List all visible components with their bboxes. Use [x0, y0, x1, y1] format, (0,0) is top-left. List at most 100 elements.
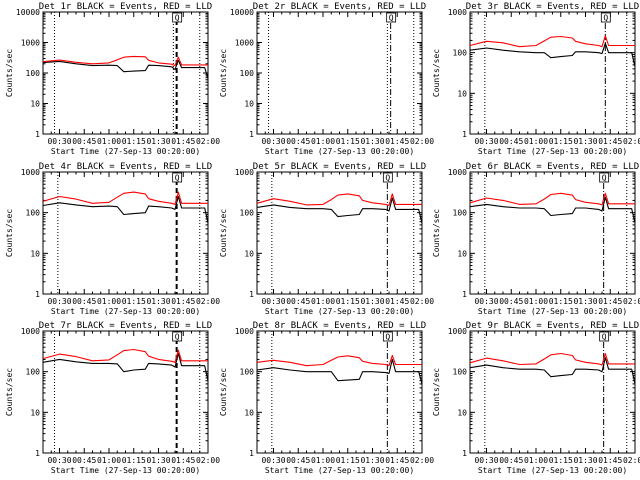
y-tick-label: 100 — [26, 368, 41, 377]
x-tick-label: 01:00 — [311, 456, 335, 465]
x-tick-label: 01:30 — [360, 297, 384, 306]
x-tick-label: 02:00 — [410, 297, 434, 306]
y-tick-label: 10 — [244, 249, 254, 258]
x-axis-label: Start Time (27-Sep-13 00:20:00) — [478, 466, 627, 475]
plot-frame — [256, 330, 423, 454]
lld-series-line — [469, 352, 635, 366]
y-tick-label: 1 — [249, 290, 254, 299]
x-tick-label: 01:30 — [360, 137, 384, 146]
x-tick-label: 01:30 — [573, 297, 597, 306]
x-tick-label: 01:30 — [146, 297, 170, 306]
x-tick-label: 01:15 — [122, 137, 146, 146]
y-tick-label: 100 — [26, 69, 41, 78]
y-tick-label: 1000 — [235, 327, 254, 336]
x-tick-label: 00:30 — [474, 137, 498, 146]
x-tick-label: 02:00 — [196, 456, 220, 465]
x-tick-label: 01:45 — [171, 137, 195, 146]
y-axis-label: Counts/sec — [432, 49, 441, 97]
x-tick-label: 01:15 — [122, 456, 146, 465]
y-tick-label: 100 — [26, 209, 41, 218]
x-tick-label: 00:45 — [72, 137, 96, 146]
x-tick-label: 00:45 — [72, 297, 96, 306]
annotation-label: Q — [175, 14, 180, 23]
y-axis-label: Counts/sec — [5, 368, 14, 416]
x-tick-label: 01:45 — [598, 297, 622, 306]
x-tick-label: 01:45 — [171, 297, 195, 306]
x-tick-label: 01:00 — [524, 297, 548, 306]
x-tick-label: 01:45 — [385, 456, 409, 465]
panel-title: Det 2r BLACK = Events, RED = LLD — [253, 2, 426, 12]
x-axis-label: Start Time (27-Sep-13 00:20:00) — [265, 147, 414, 156]
detector-panel-6: Det 6r BLACK = Events, RED = LLD 1 10 100 10… — [432, 162, 640, 316]
x-tick-label: 02:00 — [410, 456, 434, 465]
x-tick-label: 02:00 — [623, 137, 640, 146]
y-tick-label: 1000 — [21, 168, 40, 177]
x-tick-label: 01:15 — [336, 456, 360, 465]
x-axis-label: Start Time (27-Sep-13 00:20:00) — [265, 307, 414, 316]
annotation-box — [172, 12, 183, 23]
x-tick-label: 00:30 — [474, 456, 498, 465]
y-axis-label: Counts/sec — [432, 209, 441, 257]
x-tick-label: 01:15 — [122, 297, 146, 306]
x-tick-label: 01:30 — [146, 137, 170, 146]
annotation-box — [382, 331, 393, 342]
lld-series-line — [469, 192, 635, 206]
y-tick-label: 1 — [249, 130, 254, 139]
x-tick-label: 01:15 — [549, 137, 573, 146]
x-tick-label: 00:45 — [286, 137, 310, 146]
annotation-label: Q — [389, 14, 394, 23]
annotation-box — [382, 172, 393, 183]
x-tick-label: 00:30 — [261, 297, 285, 306]
y-tick-label: 10 — [30, 408, 40, 417]
detector-panel-5: Det 5r BLACK = Events, RED = LLD 1 10 100 10… — [219, 162, 434, 316]
detector-panel-7: Det 7r BLACK = Events, RED = LLD 1 10 100 10… — [5, 321, 220, 475]
y-tick-label: 10000 — [16, 8, 40, 17]
x-tick-label: 01:45 — [598, 137, 622, 146]
x-tick-label: 01:00 — [524, 137, 548, 146]
x-tick-label: 02:00 — [196, 297, 220, 306]
y-axis-label: Counts/sec — [219, 49, 228, 97]
detector-panel-9: Det 9r BLACK = Events, RED = LLD 1 10 100 10… — [432, 321, 640, 475]
x-tick-label: 00:30 — [261, 456, 285, 465]
x-tick-label: 01:00 — [311, 297, 335, 306]
y-tick-label: 1 — [462, 449, 467, 458]
detector-panel-1: Det 1r BLACK = Events, RED = LLD 1 10 100 10… — [5, 2, 220, 156]
y-tick-label: 10 — [244, 100, 254, 109]
lld-series-line — [42, 348, 208, 363]
y-tick-label: 100 — [240, 368, 255, 377]
plot-frame — [469, 330, 636, 454]
x-tick-label: 01:45 — [385, 137, 409, 146]
x-tick-label: 01:15 — [336, 297, 360, 306]
x-tick-label: 00:30 — [47, 137, 71, 146]
x-tick-label: 00:45 — [499, 137, 523, 146]
annotation-box — [599, 331, 610, 342]
events-series-line — [469, 357, 636, 385]
plot-frame — [42, 330, 209, 454]
events-series-line — [469, 196, 636, 224]
x-tick-label: 01:00 — [97, 456, 121, 465]
x-tick-label: 01:00 — [97, 297, 121, 306]
annotation-box — [599, 172, 610, 183]
y-tick-label: 10 — [457, 408, 467, 417]
y-tick-label: 100 — [240, 69, 255, 78]
annotation-label: Q — [175, 174, 180, 183]
x-tick-label: 00:45 — [286, 456, 310, 465]
y-tick-label: 1 — [462, 130, 467, 139]
y-tick-label: 100 — [453, 49, 468, 58]
y-tick-label: 10 — [457, 249, 467, 258]
plot-frame — [469, 11, 636, 135]
x-tick-label: 01:15 — [336, 137, 360, 146]
x-tick-label: 02:00 — [410, 137, 434, 146]
x-axis-label: Start Time (27-Sep-13 00:20:00) — [265, 466, 414, 475]
x-tick-label: 01:00 — [311, 137, 335, 146]
panel-title: Det 5r BLACK = Events, RED = LLD — [253, 162, 426, 172]
y-tick-label: 1 — [35, 449, 40, 458]
x-tick-label: 01:15 — [549, 297, 573, 306]
detector-panel-2: Det 2r BLACK = Events, RED = LLD 1 10 100 10… — [219, 2, 434, 156]
y-tick-label: 1 — [35, 130, 40, 139]
x-tick-label: 00:30 — [474, 297, 498, 306]
y-tick-label: 100 — [240, 209, 255, 218]
events-series-line — [256, 197, 423, 224]
y-tick-label: 10 — [30, 100, 40, 109]
